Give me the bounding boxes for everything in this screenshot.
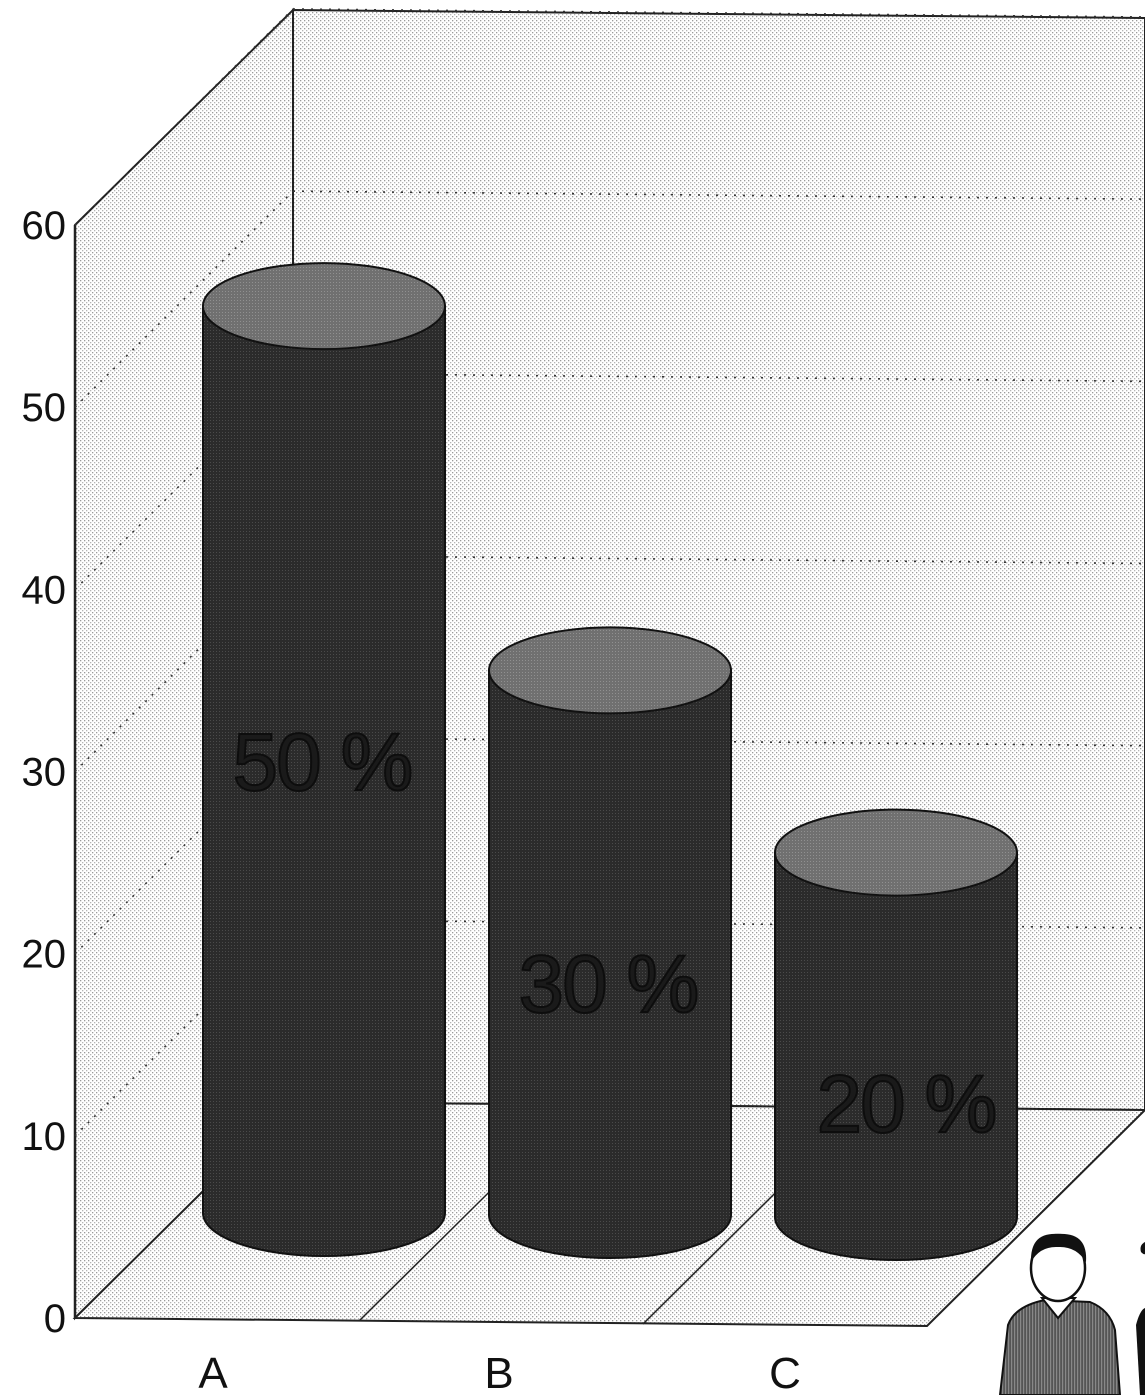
gridline-side bbox=[74, 554, 294, 773]
bar-body bbox=[488, 669, 732, 1259]
y-tick-label: 20 bbox=[22, 933, 67, 977]
gridlines bbox=[74, 8, 1145, 1137]
bar-data-label: 20 % bbox=[817, 1059, 996, 1150]
gridline-side bbox=[74, 372, 294, 590]
bar-data-label: 30 % bbox=[519, 939, 698, 1030]
gridline-side bbox=[74, 919, 294, 1137]
bar-body bbox=[202, 305, 446, 1257]
x-category-label: B bbox=[484, 1349, 513, 1395]
bar-A: 50 % bbox=[202, 262, 446, 1257]
gridline-side bbox=[74, 737, 294, 955]
gridline-side bbox=[74, 190, 294, 408]
y-tick-label: 40 bbox=[22, 568, 67, 612]
bars: 50 % 30 % 20 % bbox=[202, 262, 1018, 1261]
x-category-label: A bbox=[198, 1349, 228, 1395]
bar-data-label: 50 % bbox=[233, 717, 412, 808]
bar-top bbox=[774, 808, 1018, 897]
people-icon bbox=[998, 1233, 1145, 1395]
bar-C: 20 % bbox=[774, 808, 1018, 1261]
y-tick-label: 10 bbox=[22, 1115, 67, 1159]
x-category-label: C bbox=[769, 1349, 801, 1395]
bar-top bbox=[202, 262, 446, 351]
y-axis-ticks: 0 10 20 30 40 50 60 bbox=[22, 204, 67, 1341]
x-axis-labels: A B C bbox=[198, 1349, 801, 1395]
y-tick-label: 60 bbox=[22, 204, 67, 248]
bar-top bbox=[488, 626, 732, 715]
y-tick-label: 30 bbox=[22, 751, 67, 795]
y-tick-label: 50 bbox=[22, 386, 67, 430]
gridline-side bbox=[74, 8, 294, 226]
y-tick-label: 0 bbox=[44, 1297, 66, 1341]
bar-body bbox=[774, 851, 1018, 1261]
bar-B: 30 % bbox=[488, 626, 732, 1259]
